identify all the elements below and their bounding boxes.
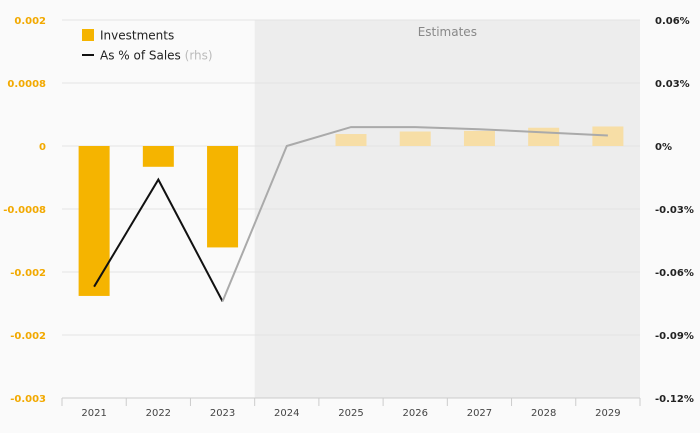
right-tick-label: 0.06% xyxy=(655,16,690,27)
x-tick-label: 2029 xyxy=(595,408,620,419)
estimates-label: Estimates xyxy=(418,25,477,39)
bar-2027 xyxy=(463,130,495,146)
right-tick-label: 0% xyxy=(655,142,672,153)
bar-2025 xyxy=(335,134,367,146)
x-tick-label: 2021 xyxy=(81,408,106,419)
right-tick-label: -0.12% xyxy=(655,394,694,405)
left-tick-label: -0.002 xyxy=(10,331,46,342)
left-tick-label: -0.0008 xyxy=(3,205,46,216)
x-tick-label: 2024 xyxy=(274,408,299,419)
x-tick-label: 2027 xyxy=(467,408,492,419)
left-tick-label: 0.0008 xyxy=(7,79,46,90)
legend-series-name: As % of Sales xyxy=(100,49,185,63)
left-tick-label: -0.002 xyxy=(10,268,46,279)
right-tick-label: 0.03% xyxy=(655,79,690,90)
line-series-actual xyxy=(93,177,224,302)
right-tick-label: -0.09% xyxy=(655,331,694,342)
bar-2021 xyxy=(78,146,110,296)
x-tick-label: 2023 xyxy=(210,408,235,419)
x-tick-label: 2028 xyxy=(531,408,556,419)
bar-2026 xyxy=(399,131,431,146)
legend-swatch-investments xyxy=(82,29,94,41)
left-tick-label: 0.002 xyxy=(14,16,46,27)
bar-2023 xyxy=(207,146,239,248)
legend-label-investments: Investments xyxy=(100,29,174,43)
left-tick-label: -0.003 xyxy=(10,394,46,405)
left-tick-label: 0 xyxy=(39,142,46,153)
x-tick-label: 2025 xyxy=(338,408,363,419)
x-tick-label: 2026 xyxy=(402,408,427,419)
bar-2028 xyxy=(528,127,560,146)
right-tick-label: -0.03% xyxy=(655,205,694,216)
bar-2029 xyxy=(592,126,624,146)
legend-label-sales-pct: As % of Sales (rhs) xyxy=(100,49,213,63)
x-tick-label: 2022 xyxy=(146,408,171,419)
right-tick-label: -0.06% xyxy=(655,268,694,279)
line-series-estimate xyxy=(221,126,608,302)
legend-rhs-suffix: (rhs) xyxy=(185,49,213,63)
bar-2022 xyxy=(142,146,174,167)
